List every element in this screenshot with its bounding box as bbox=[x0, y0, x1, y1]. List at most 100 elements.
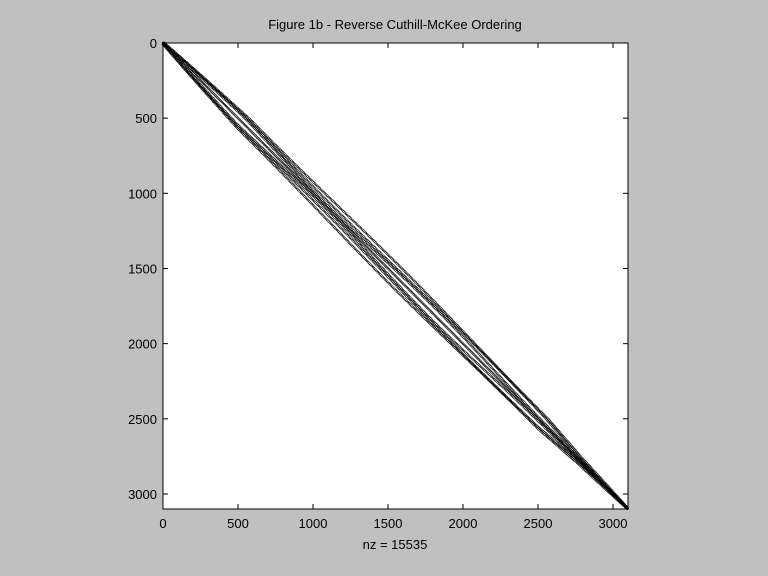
nonzero-entry bbox=[315, 202, 318, 205]
nonzero-entry bbox=[172, 55, 176, 59]
nonzero-entry bbox=[362, 239, 365, 242]
nonzero-entry bbox=[381, 270, 384, 273]
nonzero-entry bbox=[199, 74, 202, 77]
nonzero-entry bbox=[313, 190, 316, 194]
nonzero-entry bbox=[465, 356, 468, 359]
nonzero-entry bbox=[524, 407, 527, 410]
nonzero-entry bbox=[223, 112, 226, 115]
nonzero-entry bbox=[322, 205, 325, 208]
nonzero-entry bbox=[415, 302, 418, 306]
nonzero-entry bbox=[562, 445, 565, 448]
nonzero-entry bbox=[584, 463, 587, 467]
nonzero-entry bbox=[305, 192, 309, 196]
nonzero-entry bbox=[587, 470, 591, 473]
nonzero-entry bbox=[511, 401, 514, 405]
nonzero-entry bbox=[405, 295, 408, 298]
nonzero-entry bbox=[297, 184, 300, 187]
nonzero-entry bbox=[190, 75, 194, 78]
nonzero-entry bbox=[376, 261, 379, 265]
nonzero-entry bbox=[451, 322, 455, 325]
nonzero-entry bbox=[358, 242, 361, 246]
nonzero-entry bbox=[359, 226, 363, 230]
nonzero-entry bbox=[436, 307, 440, 310]
nonzero-entry bbox=[397, 269, 400, 272]
nonzero-entry bbox=[401, 276, 405, 279]
nonzero-entry bbox=[357, 224, 360, 227]
nonzero-entry bbox=[209, 97, 213, 101]
nonzero-entry bbox=[548, 430, 551, 434]
nonzero-entry bbox=[316, 199, 319, 202]
nonzero-entry bbox=[334, 227, 337, 231]
nonzero-entry bbox=[213, 87, 217, 90]
nonzero-entry bbox=[364, 231, 368, 235]
nonzero-entry bbox=[353, 226, 357, 230]
nonzero-entry bbox=[398, 285, 401, 288]
x-tick-label: 1500 bbox=[374, 516, 403, 531]
nonzero-entry bbox=[203, 77, 206, 81]
nonzero-entry bbox=[221, 111, 225, 114]
nonzero-entry bbox=[423, 317, 426, 320]
nonzero-entry bbox=[342, 216, 346, 219]
nonzero-entry bbox=[419, 307, 423, 310]
nonzero-entry bbox=[496, 387, 499, 391]
nonzero-entry bbox=[545, 428, 549, 431]
nonzero-entry bbox=[525, 396, 529, 399]
nonzero-entry bbox=[179, 56, 183, 59]
nonzero-entry bbox=[375, 260, 378, 264]
nonzero-entry bbox=[219, 108, 222, 111]
nonzero-entry bbox=[195, 80, 198, 84]
nonzero-entry bbox=[538, 417, 541, 420]
nonzero-entry bbox=[425, 291, 428, 295]
nonzero-entry bbox=[585, 467, 588, 471]
nonzero-entry bbox=[315, 207, 318, 211]
nonzero-entry bbox=[275, 166, 279, 170]
nonzero-entry bbox=[320, 198, 323, 201]
nonzero-entry bbox=[213, 86, 217, 89]
nonzero-entry bbox=[382, 268, 385, 271]
nonzero-entry bbox=[280, 150, 283, 153]
nonzero-entry bbox=[336, 204, 339, 207]
nonzero-entry bbox=[379, 252, 383, 255]
nonzero-entry bbox=[305, 197, 309, 201]
nonzero-entry bbox=[351, 224, 354, 227]
nonzero-entry bbox=[581, 464, 585, 467]
nonzero-entry bbox=[508, 399, 511, 403]
nonzero-entry bbox=[415, 309, 418, 312]
nonzero-entry bbox=[281, 169, 285, 172]
nonzero-entry bbox=[363, 240, 366, 243]
nonzero-entry bbox=[414, 285, 418, 289]
nonzero-entry bbox=[295, 186, 298, 190]
nonzero-entry bbox=[177, 61, 180, 64]
nonzero-entry bbox=[277, 164, 280, 168]
nonzero-entry bbox=[289, 158, 292, 161]
nonzero-entry bbox=[192, 68, 195, 71]
nonzero-entry bbox=[319, 206, 322, 209]
nonzero-entry bbox=[418, 308, 421, 312]
nonzero-entry bbox=[212, 99, 215, 102]
nonzero-entry bbox=[319, 193, 323, 196]
nonzero-entry bbox=[347, 241, 351, 244]
nonzero-entry bbox=[354, 228, 358, 231]
nonzero-entry bbox=[543, 421, 546, 425]
nonzero-entry bbox=[580, 460, 584, 463]
nonzero-entry bbox=[425, 296, 429, 300]
nonzero-entry bbox=[553, 432, 556, 436]
nonzero-entry bbox=[354, 231, 357, 235]
nonzero-entry bbox=[244, 135, 248, 139]
nonzero-entry bbox=[326, 213, 329, 216]
nonzero-entry bbox=[373, 261, 376, 264]
nonzero-entry bbox=[477, 368, 480, 371]
nonzero-entry bbox=[213, 100, 216, 103]
nonzero-entry bbox=[300, 169, 303, 172]
nonzero-entry bbox=[376, 252, 379, 255]
nonzero-entry bbox=[185, 69, 189, 73]
nonzero-entry bbox=[247, 137, 250, 141]
nonzero-entry bbox=[400, 290, 403, 293]
nonzero-entry bbox=[481, 352, 485, 355]
nonzero-entry bbox=[315, 193, 318, 196]
nonzero-entry bbox=[223, 94, 226, 98]
nonzero-entry bbox=[382, 254, 385, 258]
nonzero-entry bbox=[584, 466, 587, 469]
nonzero-entry bbox=[545, 424, 548, 427]
nonzero-entry bbox=[303, 176, 306, 179]
